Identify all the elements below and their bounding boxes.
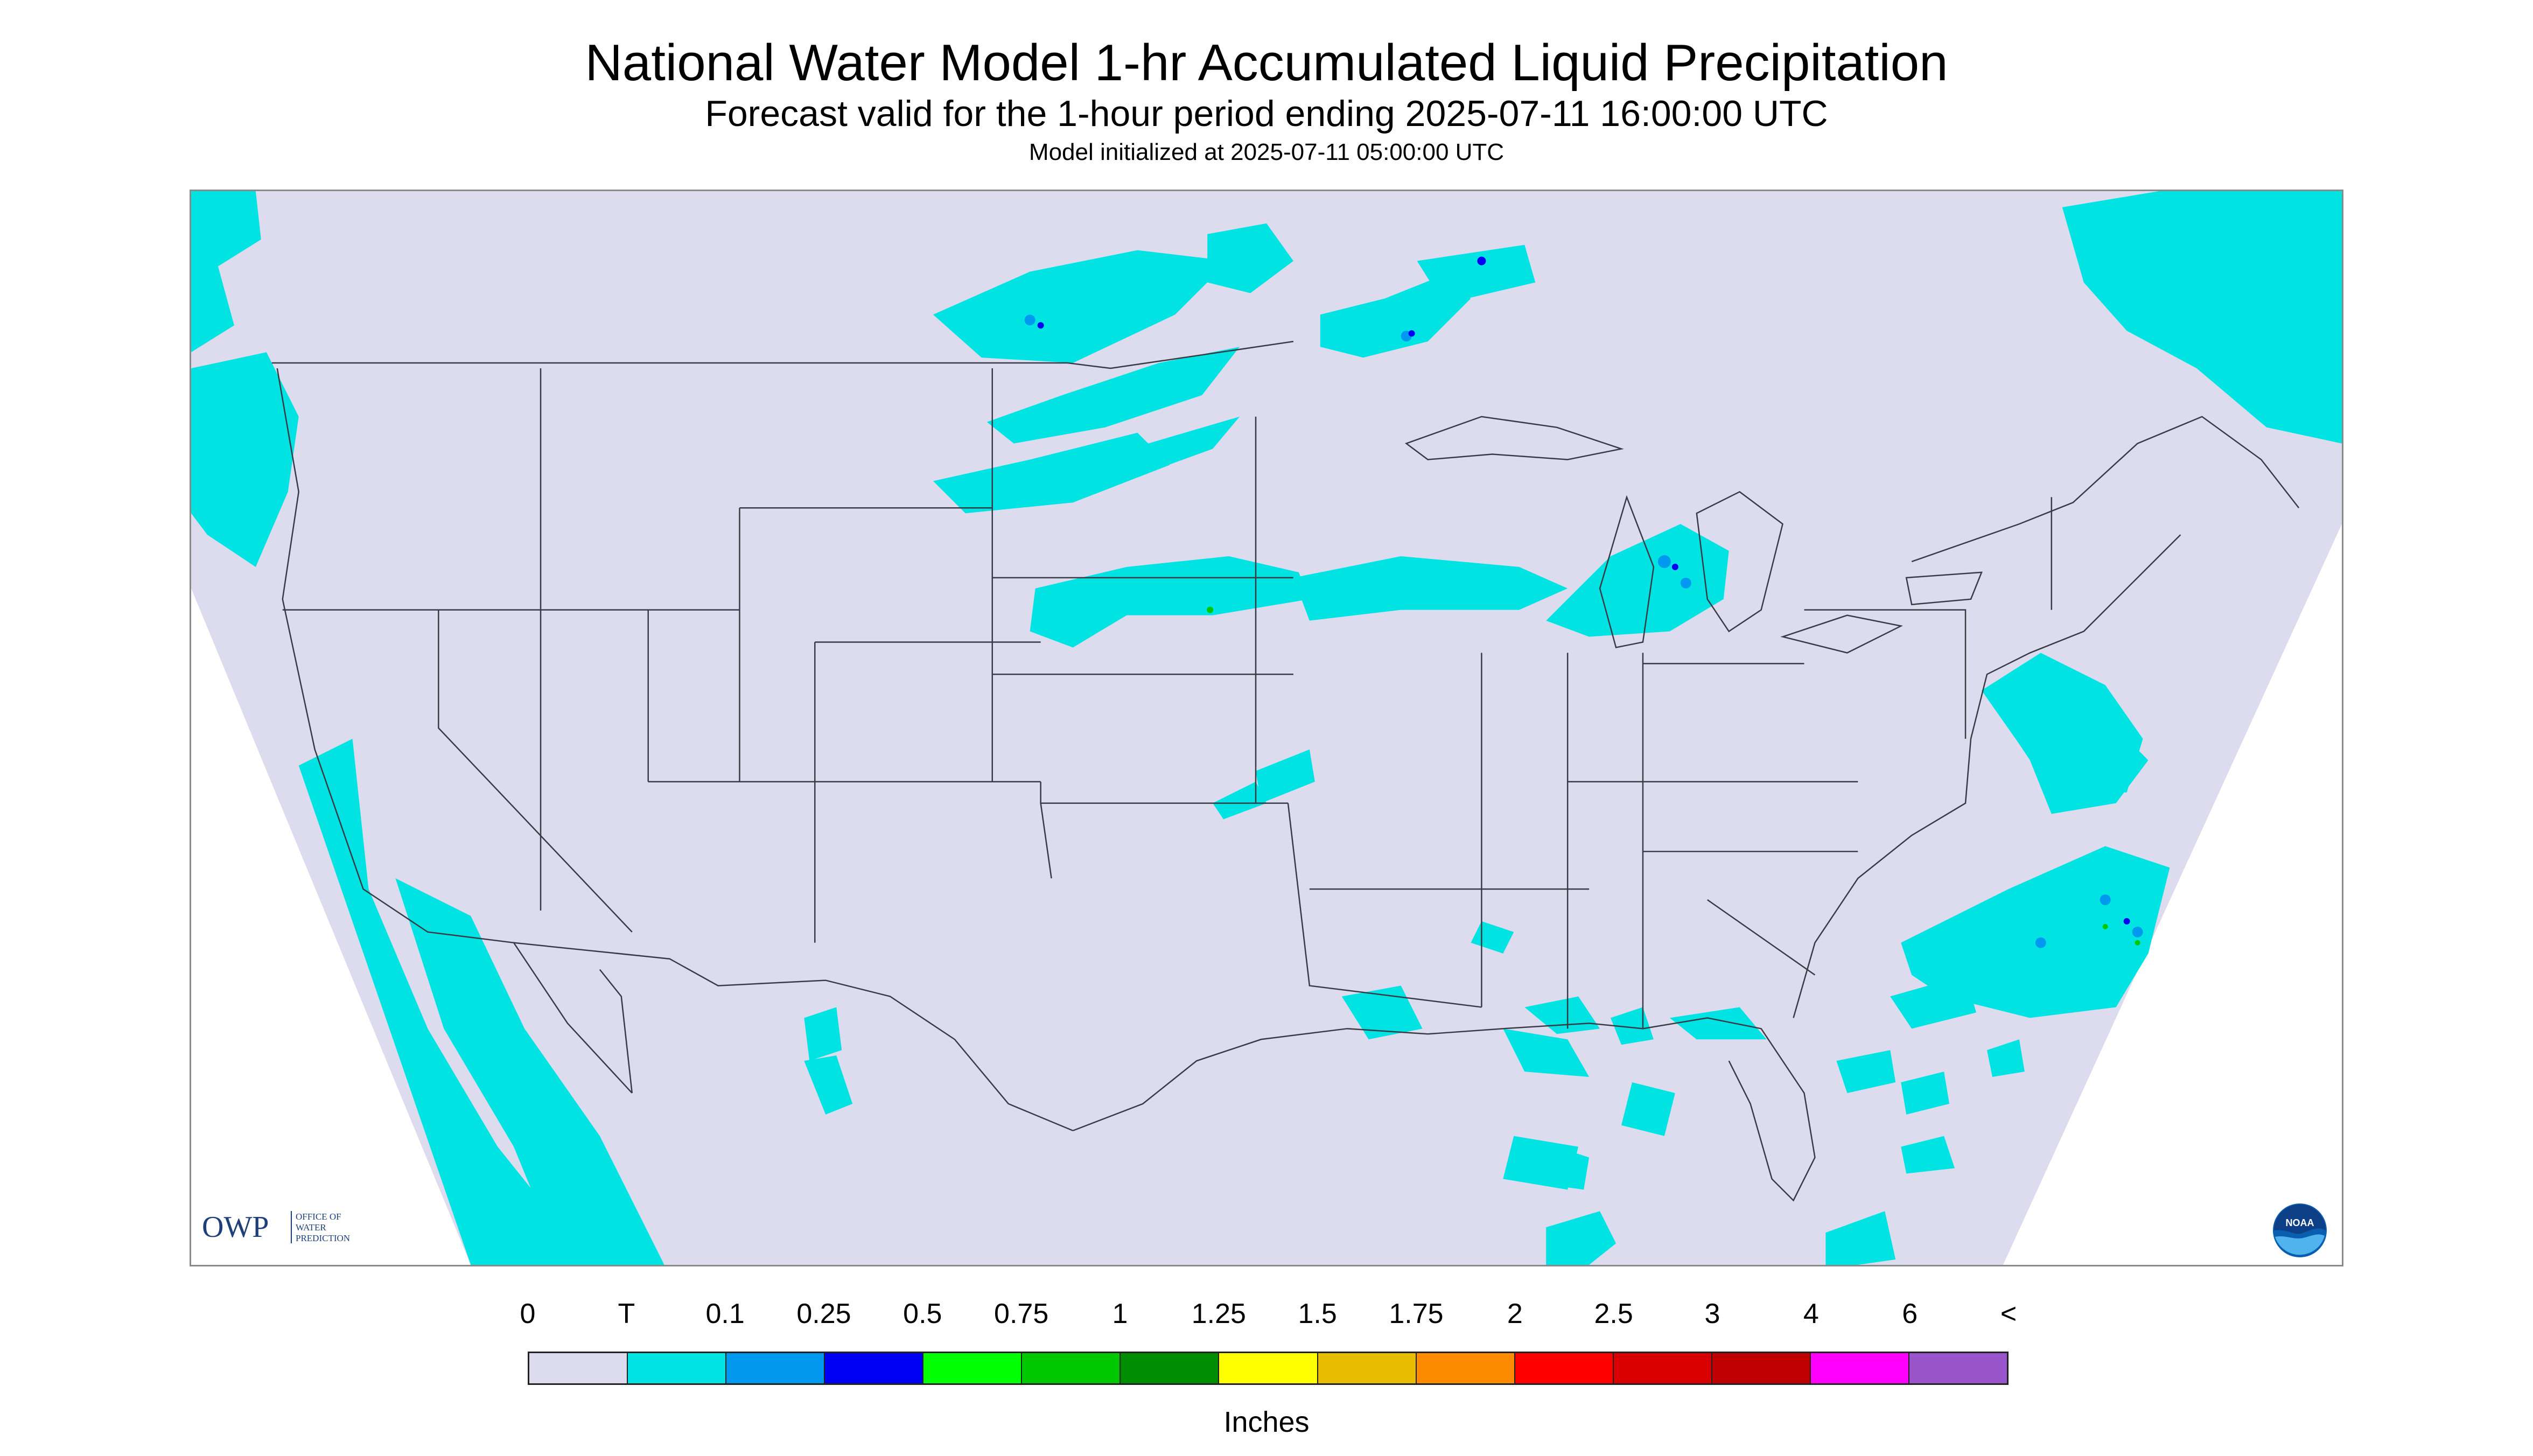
legend-tick-label: 4 [1803, 1298, 1819, 1329]
legend-tick-label: 2 [1507, 1298, 1523, 1329]
legend-tick-labels: 0 T 0.1 0.25 0.5 0.75 1 1.25 1.5 1.75 2 2.5 3 4 6 < [520, 1298, 2017, 1346]
precipitation-map: OWP OFFICE OF WATER PREDICTION NOAA [190, 190, 2343, 1266]
green-precip-cells [1207, 606, 2140, 946]
legend-tick-label: < [2000, 1298, 2017, 1329]
legend-tick-label: 1 [1112, 1298, 1128, 1329]
legend-tick-label: 0.5 [903, 1298, 942, 1329]
owp-text-3: PREDICTION [296, 1233, 350, 1243]
legend-tick-label: 6 [1902, 1298, 1918, 1329]
legend-swatch-11 [1613, 1353, 1712, 1383]
legend-swatch-5 [1022, 1353, 1121, 1383]
legend-tick-label: 0.1 [705, 1298, 745, 1329]
legend-color-bar [528, 1352, 2009, 1385]
owp-mark: OWP [202, 1210, 269, 1244]
owp-text-2: WATER [296, 1222, 326, 1233]
map-canvas [191, 191, 2342, 1265]
legend-swatch-4 [923, 1353, 1023, 1383]
legend-swatch-12 [1712, 1353, 1811, 1383]
legend-swatch-8 [1318, 1353, 1417, 1383]
map-title: National Water Model 1-hr Accumulated Li… [585, 34, 1948, 92]
noaa-logo-icon: NOAA [2273, 1203, 2327, 1257]
legend-swatch-9 [1416, 1353, 1515, 1383]
legend-tick-label: 0.75 [994, 1298, 1049, 1329]
legend-swatch-2 [726, 1353, 825, 1383]
legend-swatch-7 [1219, 1353, 1318, 1383]
noaa-text: NOAA [2286, 1217, 2314, 1228]
out-of-domain-right [2003, 524, 2342, 1265]
owp-text-1: OFFICE OF [296, 1212, 341, 1222]
legend-tick-label: 1.25 [1191, 1298, 1246, 1329]
legend-tick-label: 1.75 [1389, 1298, 1444, 1329]
legend-swatch-0 [529, 1353, 628, 1383]
legend-tick-label: 0.25 [796, 1298, 851, 1329]
moderate-precip-cells [1037, 256, 2130, 925]
legend-tick-label: 2.5 [1594, 1298, 1633, 1329]
legend-tick-label: 3 [1704, 1298, 1720, 1329]
legend-tick-label: 0 [520, 1298, 536, 1329]
legend-swatch-10 [1515, 1353, 1614, 1383]
legend-swatch-6 [1121, 1353, 1220, 1383]
map-boundaries [271, 340, 2300, 1202]
forecast-valid-subtitle: Forecast valid for the 1-hour period end… [705, 93, 1828, 134]
legend-swatch-14 [1909, 1353, 2007, 1383]
trace-precip-areas [191, 191, 2342, 1265]
model-initialized-line: Model initialized at 2025-07-11 05:00:00… [1028, 139, 1505, 165]
legend-swatch-3 [825, 1353, 924, 1383]
legend-tick-label: 1.5 [1298, 1298, 1337, 1329]
legend-swatch-13 [1810, 1353, 1909, 1383]
out-of-domain-left [191, 588, 471, 1265]
legend-tick-label: T [618, 1298, 635, 1329]
legend-units: Inches [1223, 1406, 1310, 1438]
owp-logo: OWP OFFICE OF WATER PREDICTION [202, 1210, 350, 1244]
legend-swatch-1 [628, 1353, 727, 1383]
